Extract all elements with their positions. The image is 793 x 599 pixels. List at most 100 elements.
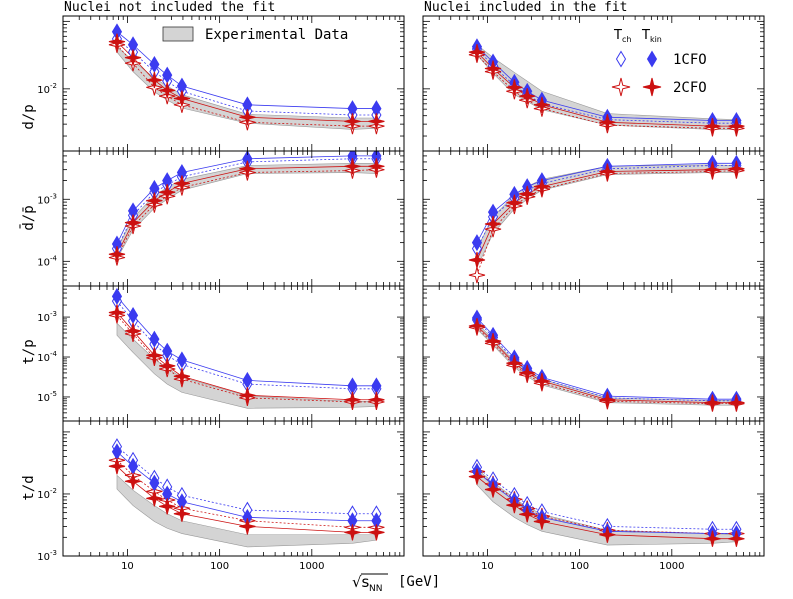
panel-marks	[468, 38, 745, 137]
panel-marks	[108, 151, 385, 266]
marker-2cfo-tkin	[344, 113, 361, 130]
marker-2cfo-tkin	[704, 161, 721, 178]
marker-2cfo-tkin	[368, 113, 385, 130]
line-2cfo-tkin	[476, 476, 737, 540]
marker-2cfo-tkin	[146, 347, 163, 364]
panel-d_p-left: 10-2	[37, 15, 405, 152]
legend-header-tch: Tch	[613, 28, 631, 44]
marker-2cfo-tkin	[108, 458, 126, 475]
marker-2cfo-tkin	[159, 357, 176, 375]
marker-2cfo-tkin	[124, 49, 142, 66]
marker-2cfo-tkin	[533, 513, 551, 530]
line-1cfo-tkin	[116, 155, 377, 245]
marker-2cfo-tkin	[728, 118, 745, 135]
y-tick-label: 10-3	[37, 310, 57, 324]
panel-t_p-left: 10-3 10-4 10-5	[37, 285, 405, 422]
marker-2cfo-tkin	[368, 158, 385, 175]
y-tick-label: 10-3	[37, 192, 57, 206]
line-2cfo-tkin	[116, 465, 377, 533]
marker-2cfo-tkin	[344, 524, 361, 541]
marker-2cfo-tkin	[533, 96, 551, 113]
panel-frame	[422, 420, 765, 557]
x-tick-label: 100	[210, 561, 229, 572]
marker-2cfo-tkin	[728, 394, 745, 411]
line-2cfo-tkin	[116, 41, 377, 122]
line-1cfo-tch	[116, 38, 377, 116]
marker-2cfo-tkin	[124, 473, 142, 490]
marker-2cfo-tkin	[599, 526, 616, 543]
y-tick-label: 10-3	[37, 549, 57, 563]
ylabel-dbar-pbar: d̄/p̄	[19, 205, 37, 230]
panel-marks	[108, 287, 385, 411]
marker-2cfo-tkin	[239, 109, 256, 126]
xaxis-label-unit: [GeV]	[398, 574, 440, 590]
x-tick-label: 1000	[299, 561, 324, 572]
marker-2cfo-tkin	[173, 368, 191, 385]
marker-2cfo-tkin	[239, 518, 256, 535]
line-2cfo-tkin	[476, 168, 737, 261]
panel-marks	[468, 309, 745, 412]
marker-2cfo-tkin	[704, 530, 721, 547]
marker-2cfo-tkin	[173, 505, 191, 522]
marker-2cfo-tkin	[468, 251, 486, 269]
marker-2cfo-tkin	[704, 394, 721, 411]
legend-band-label: Experimental Data	[205, 27, 348, 43]
marker-2cfo-tkin	[484, 481, 502, 498]
line-1cfo-tkin	[476, 162, 737, 243]
marker-2cfo-tkin	[519, 88, 536, 105]
marker-2cfo-tkin	[506, 79, 523, 96]
y-tick-label: 10-5	[37, 390, 57, 404]
marker-2cfo-tkin	[599, 114, 616, 131]
legend-1cfo-label: 1CFO	[673, 52, 707, 68]
panel-marks	[108, 438, 385, 548]
y-tick-label: 10-2	[37, 487, 57, 501]
marker-2cfo-tkin	[519, 506, 536, 523]
marker-2cfo-tkin	[173, 90, 191, 107]
panel-d_p-right	[422, 15, 765, 152]
panel-dbar_pbar-right	[422, 150, 765, 287]
marker-1cfo-tkin	[176, 351, 188, 369]
xaxis-label: √s NN [GeV]	[352, 573, 440, 594]
marker-1cfo-tkin	[111, 287, 123, 305]
panel-marks	[468, 458, 745, 547]
panel-marks	[108, 23, 385, 135]
marker-2cfo-tkin	[368, 391, 385, 408]
line-2cfo-tch	[116, 459, 377, 528]
line-2cfo-tch	[116, 315, 377, 403]
marker-1cfo-tkin	[471, 234, 483, 252]
x-tick-label: 1000	[659, 561, 684, 572]
marker-2cfo-tkin	[108, 246, 126, 263]
panel-frame	[62, 420, 405, 557]
marker-2cfo-tkin	[468, 43, 486, 61]
marker-2cfo-tkin	[124, 322, 142, 340]
line-1cfo-tkin	[116, 451, 377, 522]
marker-2cfo-tkin	[124, 214, 142, 231]
marker-2cfo-tkin	[704, 118, 721, 135]
column-title-left: Nuclei not included the fit	[64, 0, 275, 15]
marker-2cfo-tkin	[468, 317, 486, 335]
legend: Experimental Data Tch Tkin 1CFO 2CFO	[162, 26, 707, 97]
marker-2cfo-tkin	[159, 82, 176, 99]
ylabel-d-p: d/p	[21, 104, 37, 129]
marker-2cfo-tkin	[533, 372, 551, 390]
legend-1cfo-tch-marker	[615, 50, 627, 68]
legend-2cfo-tkin-marker	[642, 77, 662, 97]
marker-2cfo-tkin	[533, 178, 551, 195]
marker-2cfo-tkin	[108, 33, 126, 50]
marker-2cfo-tkin	[159, 184, 176, 201]
marker-2cfo-tkin	[519, 364, 536, 382]
x-tick-label: 100	[570, 561, 589, 572]
legend-header-tkin: Tkin	[641, 28, 662, 44]
y-tick-label: 10-2	[37, 82, 57, 96]
marker-2cfo-tkin	[599, 391, 616, 408]
x-tick-label: 10	[481, 561, 494, 572]
marker-1cfo-tkin	[149, 55, 160, 73]
x-tick-label: 10	[121, 561, 134, 572]
legend-2cfo-label: 2CFO	[673, 80, 707, 96]
marker-2cfo-tkin	[468, 468, 486, 485]
marker-2cfo-tkin	[506, 194, 523, 211]
line-1cfo-tch	[116, 446, 377, 515]
legend-band-swatch	[162, 26, 194, 42]
ylabel-t-p: t/p	[21, 339, 37, 364]
